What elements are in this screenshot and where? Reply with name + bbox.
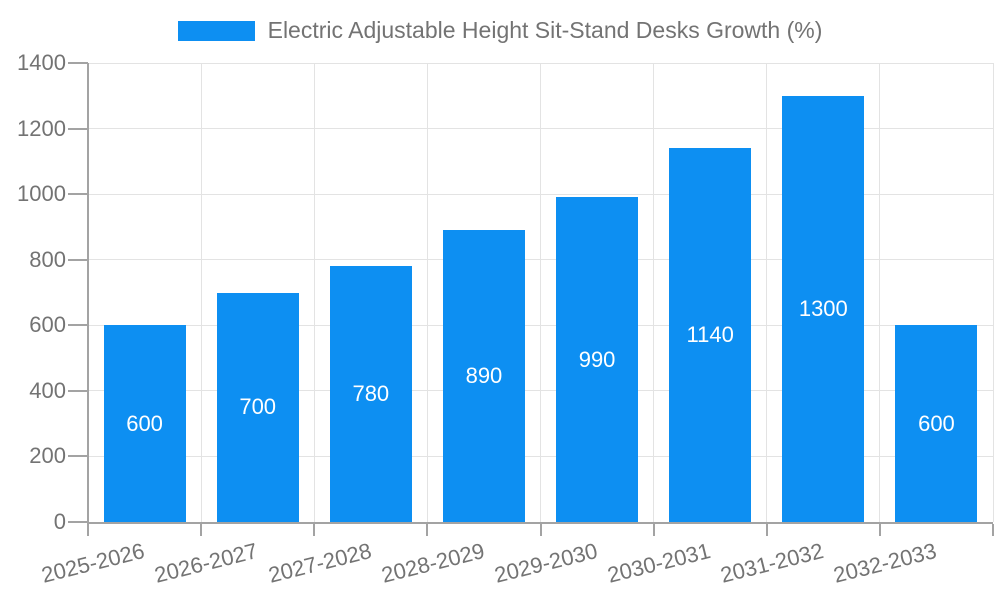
x-axis-tick [992, 524, 994, 536]
x-tick-label: 2025-2026 [39, 538, 148, 588]
y-axis-tick [68, 455, 88, 458]
x-tick-label: 2029-2030 [491, 538, 600, 588]
chart-legend: Electric Adjustable Height Sit-Stand Des… [0, 17, 1000, 44]
bar: 990 [556, 197, 639, 522]
legend-label: Electric Adjustable Height Sit-Stand Des… [267, 17, 823, 43]
x-axis-tick [87, 524, 89, 536]
bar: 890 [442, 230, 525, 522]
x-axis-line [88, 522, 993, 524]
y-axis-tick [68, 258, 88, 261]
gridline-v [879, 63, 881, 522]
y-axis-tick [68, 193, 88, 196]
x-tick-label: 2028-2029 [378, 538, 487, 588]
bar-value-label: 1140 [686, 322, 734, 348]
bar: 600 [103, 325, 186, 522]
gridline-v [426, 63, 428, 522]
x-tick-label: 2027-2028 [265, 538, 374, 588]
bar: 600 [895, 325, 978, 522]
y-tick-label: 800 [29, 246, 66, 272]
y-tick-label: 1000 [17, 181, 66, 207]
y-tick-label: 400 [29, 377, 66, 403]
bar: 700 [216, 292, 299, 522]
y-axis-tick [68, 389, 88, 392]
gridline-v [313, 63, 315, 522]
y-tick-label: 200 [29, 443, 66, 469]
gridline-v [540, 63, 541, 522]
bar: 1300 [782, 95, 865, 522]
x-axis-tick [200, 524, 203, 536]
bar-value-label: 700 [239, 394, 277, 420]
y-axis-tick [68, 127, 88, 130]
x-tick-label: 2032-2033 [831, 538, 940, 588]
bar: 780 [329, 266, 412, 522]
x-tick-label: 2026-2027 [152, 538, 261, 588]
x-tick-label: 2030-2031 [604, 538, 713, 588]
x-axis-tick [765, 524, 768, 536]
bar-value-label: 600 [918, 410, 955, 436]
y-tick-label: 1200 [17, 115, 66, 141]
bar: 1140 [669, 148, 752, 522]
bar-value-label: 1300 [798, 295, 848, 321]
y-axis-tick [68, 62, 88, 64]
bar-value-label: 600 [126, 410, 163, 436]
bar-value-label: 990 [578, 346, 616, 372]
x-axis-tick [426, 524, 429, 536]
x-axis-tick [878, 524, 881, 536]
gridline-v [653, 63, 655, 522]
y-axis-tick [68, 521, 88, 523]
x-axis-tick [313, 524, 316, 536]
x-tick-label: 2031-2032 [717, 538, 827, 588]
gridline-v [992, 63, 994, 522]
y-tick-label: 600 [29, 312, 66, 338]
y-axis-tick [68, 324, 88, 327]
y-tick-label: 1400 [17, 50, 66, 75]
bar-value-label: 780 [352, 381, 390, 407]
legend-swatch [177, 20, 255, 41]
y-tick-label: 0 [53, 509, 66, 534]
x-axis-tick [652, 524, 655, 536]
y-axis-line [87, 63, 89, 524]
gridline-v [766, 63, 768, 522]
x-axis-tick [539, 524, 542, 536]
gridline-v [200, 63, 202, 522]
bar-value-label: 890 [465, 363, 503, 389]
